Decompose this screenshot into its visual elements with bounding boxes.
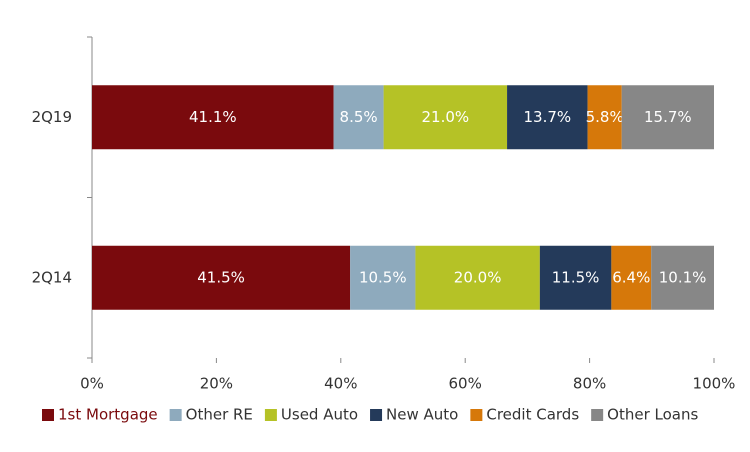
data-label: 10.5% — [359, 268, 407, 286]
data-label: 41.1% — [189, 108, 237, 126]
data-label: 5.8% — [586, 108, 624, 126]
legend-label: Other Loans — [607, 406, 698, 424]
legend-label: 1st Mortgage — [58, 406, 158, 424]
legend-swatch — [591, 409, 604, 421]
legend-label: New Auto — [386, 406, 458, 424]
x-tick-label: 40% — [324, 375, 357, 393]
bar-segment — [621, 85, 714, 150]
legend-label: Credit Cards — [486, 406, 579, 424]
bar-segment — [333, 85, 384, 150]
bar-segment — [507, 85, 588, 150]
x-tick-label: 20% — [200, 375, 233, 393]
legend-swatch — [169, 409, 182, 421]
data-label: 10.1% — [659, 268, 707, 286]
data-label: 20.0% — [454, 268, 502, 286]
data-label: 21.0% — [422, 108, 470, 126]
bar-segment — [383, 85, 508, 150]
bar-segment — [92, 245, 351, 310]
data-label: 41.5% — [197, 268, 245, 286]
legend-swatch — [264, 409, 277, 421]
data-label: 8.5% — [340, 108, 378, 126]
x-tick-label: 80% — [573, 375, 606, 393]
data-label: 11.5% — [552, 268, 600, 286]
legend-swatch — [370, 409, 383, 421]
legend-swatch — [470, 409, 483, 421]
bar-segment — [92, 85, 334, 150]
x-tick-label: 100% — [693, 375, 736, 393]
bar-segment — [611, 245, 652, 310]
x-tick-label: 0% — [80, 375, 104, 393]
bar-segment — [651, 245, 714, 310]
y-tick-label: 2Q14 — [32, 268, 72, 286]
bar-segment — [415, 245, 540, 310]
data-label: 6.4% — [612, 268, 650, 286]
bar-segment — [587, 85, 622, 150]
bar-segment — [539, 245, 612, 310]
data-label: 13.7% — [524, 108, 572, 126]
legend-label: Used Auto — [281, 406, 358, 424]
data-label: 15.7% — [644, 108, 692, 126]
bar-segment — [350, 245, 416, 310]
y-tick-label: 2Q19 — [32, 108, 72, 126]
legend-label: Other RE — [186, 406, 253, 424]
legend-swatch — [42, 409, 54, 421]
x-tick-label: 60% — [449, 375, 482, 393]
